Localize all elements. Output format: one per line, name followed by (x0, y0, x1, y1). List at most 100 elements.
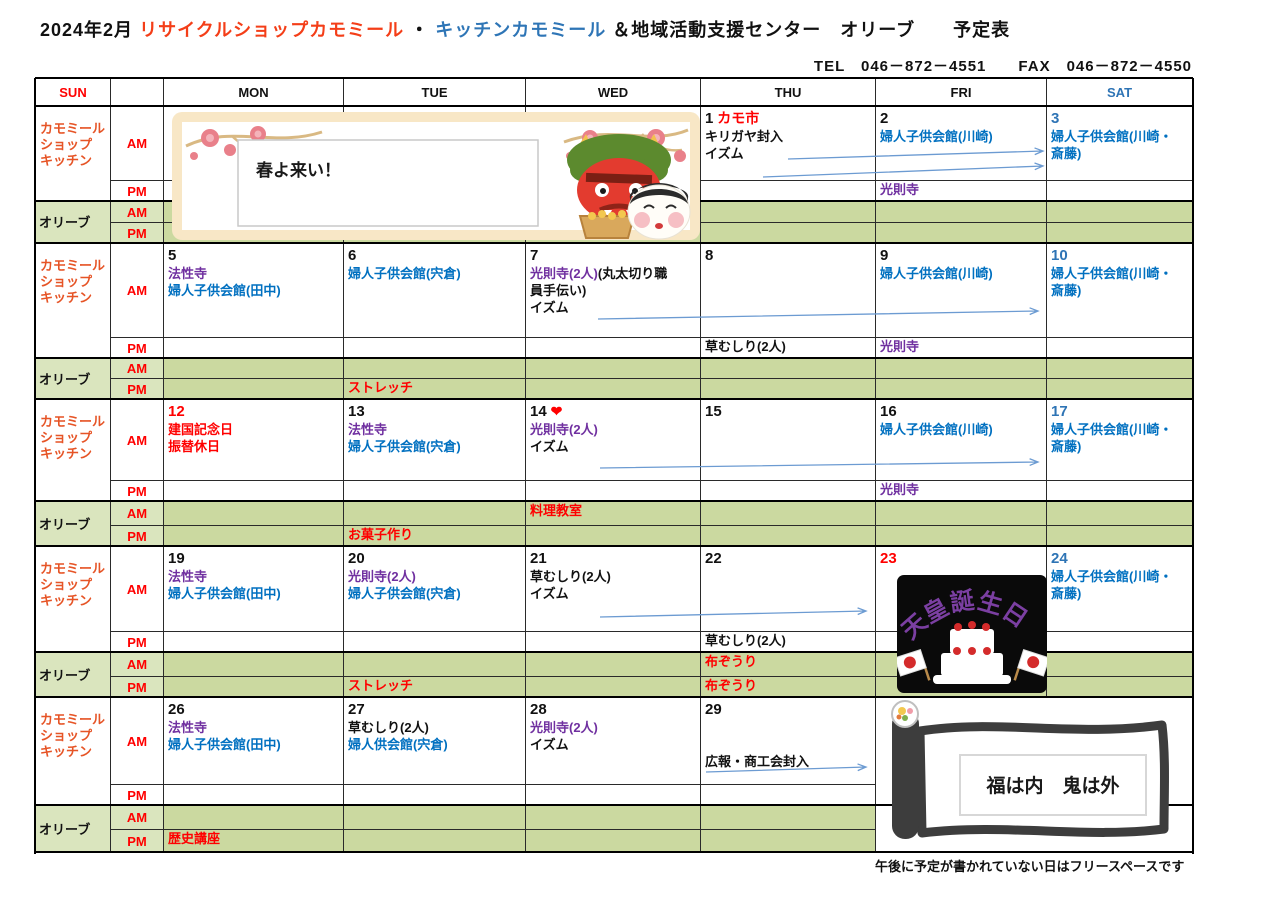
table-rule (35, 357, 1193, 359)
day-cell-tue-am: 13 法性寺 婦人子供会館(宍倉) (343, 399, 526, 481)
entry-line: 光則寺(2人) (530, 421, 698, 438)
ampm-label: AM (110, 399, 164, 481)
entry-text: 婦人子供会館(宍倉) (348, 439, 461, 454)
entry-line: 婦人子供会館(川崎・ (1051, 265, 1190, 282)
entry-text: 婦人子供会館(宍倉) (348, 586, 461, 601)
day-cell-wed-am: 21 草むしり(2人) イズム (525, 546, 701, 632)
day-cell-wed-pm (525, 784, 701, 806)
ampm-label: AM (110, 546, 164, 632)
table-rule (35, 696, 1193, 698)
entry-line: ストレッチ (348, 379, 523, 396)
ampm-label: PM (110, 525, 164, 547)
entry-text: 婦人子供会館(川崎) (880, 129, 993, 144)
entry-line: イズム (530, 585, 698, 602)
day-number-value: 12 (168, 403, 185, 420)
ampm-label: PM (110, 337, 164, 359)
day-header-THU: THU (700, 78, 876, 107)
entry-line: 婦人子供会館(田中) (168, 282, 341, 299)
row-label-line: カモミール (40, 121, 106, 136)
day-cell-thu-am: 15 (700, 399, 876, 481)
entry-text: 建国記念日 (168, 422, 234, 437)
am-entries: 建国記念日 振替休日 (164, 421, 343, 455)
day-cell-thu-am: 8 (700, 243, 876, 338)
entries: 料理教室 (526, 502, 700, 519)
entry-text (705, 720, 709, 735)
day-cell-mon-pm (163, 784, 344, 806)
scroll-text: 福は内 鬼は外 (985, 774, 1119, 797)
banner-text: 春よ来い！ (256, 160, 341, 180)
am-entries: 草むしり(2人) 婦人供会館(宍倉) (344, 719, 525, 753)
entry-line: 婦人子供会館(田中) (168, 585, 341, 602)
row-label-line: ショップ (40, 137, 93, 152)
ampm-label: AM (110, 652, 164, 677)
day-cell-fri-am: 9 婦人子供会館(川崎) (875, 243, 1047, 338)
ampm-label: PM (110, 676, 164, 698)
am-entries: 婦人子供会館(川崎・ 斎藤) (1047, 421, 1192, 455)
day-cell-thu-olive-am (700, 805, 876, 830)
entry-line: 法性寺 (168, 265, 341, 282)
day-number-value: 6 (348, 247, 357, 264)
day-cell-tue-olive-am (343, 805, 526, 830)
day-cell-mon-olive-pm (163, 378, 344, 400)
day-number-value: 22 (705, 550, 722, 567)
am-entries: 婦人子供会館(川崎・ 斎藤) (1047, 128, 1192, 162)
title-month: 2024年2月 (40, 20, 134, 40)
entry-text (705, 737, 709, 752)
entry-text: 法性寺 (348, 422, 388, 437)
day-cell-sat-pm (1046, 480, 1193, 502)
entry-text: 光則寺(2人) (530, 720, 598, 735)
entries: ストレッチ (344, 379, 525, 396)
entry-text: 草むしり(2人) (705, 339, 786, 354)
day-cell-wed-pm (525, 480, 701, 502)
day-cell-wed-am: 14 ❤ 光則寺(2人) イズム (525, 399, 701, 481)
row-label-olive: オリーブ (35, 501, 111, 547)
entry-text: 草むしり(2人) (530, 569, 611, 584)
day-cell-wed-pm (525, 337, 701, 359)
row-label-line: キッチン (40, 446, 93, 461)
day-number-value: 5 (168, 247, 177, 264)
day-number: 12 (164, 400, 343, 421)
day-cell-wed-olive-am (525, 652, 701, 677)
row-label-line: カモミール (40, 561, 106, 576)
day-cell-tue-pm (343, 784, 526, 806)
day-header-TUE: TUE (343, 78, 526, 107)
entry-line: 斎藤) (1051, 282, 1190, 299)
day-cell-tue-am: 20 光則寺(2人) 婦人子供会館(宍倉) (343, 546, 526, 632)
day-number-value: 24 (1051, 550, 1068, 567)
day-cell-mon-olive-am (163, 805, 344, 830)
day-cell-thu-am: 29 広報・商工会封入 (700, 697, 876, 785)
row-label-line: カモミール (40, 258, 106, 273)
entry-text: ストレッチ (348, 380, 414, 395)
contact-line: TEL 046－872－4551 FAX 046－872－4550 (813, 58, 1192, 75)
day-cell-tue-pm (343, 480, 526, 502)
entry-line (705, 719, 873, 736)
entry-line: 婦人子供会館(川崎) (880, 128, 1044, 145)
ampm-label: AM (110, 243, 164, 338)
entry-text: 料理教室 (530, 503, 583, 518)
woman-face-icon (627, 183, 691, 240)
am-entries: 光則寺(2人) イズム (526, 719, 700, 753)
day-cell-wed-olive-pm (525, 829, 701, 853)
row-label-line: ショップ (40, 577, 93, 592)
entry-line: 法性寺 (168, 719, 341, 736)
entry-line: 光則寺 (880, 481, 1044, 498)
day-cell-tue-pm (343, 631, 526, 653)
day-cell-sat-am: 10 婦人子供会館(川崎・ 斎藤) (1046, 243, 1193, 338)
day-cell-mon-olive-am (163, 501, 344, 526)
day-cell-mon-pm (163, 337, 344, 359)
ampm-label: AM (110, 697, 164, 785)
entry-text: 光則寺(2人) (348, 569, 416, 584)
banner-text-box (237, 139, 539, 227)
day-cell-thu-olive-pm (700, 525, 876, 547)
day-cell-fri-olive-am (875, 501, 1047, 526)
entry-text: 婦人子供会館(宍倉) (348, 266, 461, 281)
entry-line: 婦人子供会館(田中) (168, 736, 341, 753)
entry-text: イズム (530, 439, 569, 454)
entries: お菓子作り (344, 526, 525, 543)
entry-line: 布ぞうり (705, 653, 873, 670)
row-label-line: カモミール (40, 712, 106, 727)
am-entries: 光則寺(2人)(丸太切り職 員手伝い) イズム (526, 265, 700, 316)
day-header-MON: MON (163, 78, 344, 107)
entry-text: 法性寺 (168, 266, 208, 281)
day-number-value: 8 (705, 247, 714, 264)
